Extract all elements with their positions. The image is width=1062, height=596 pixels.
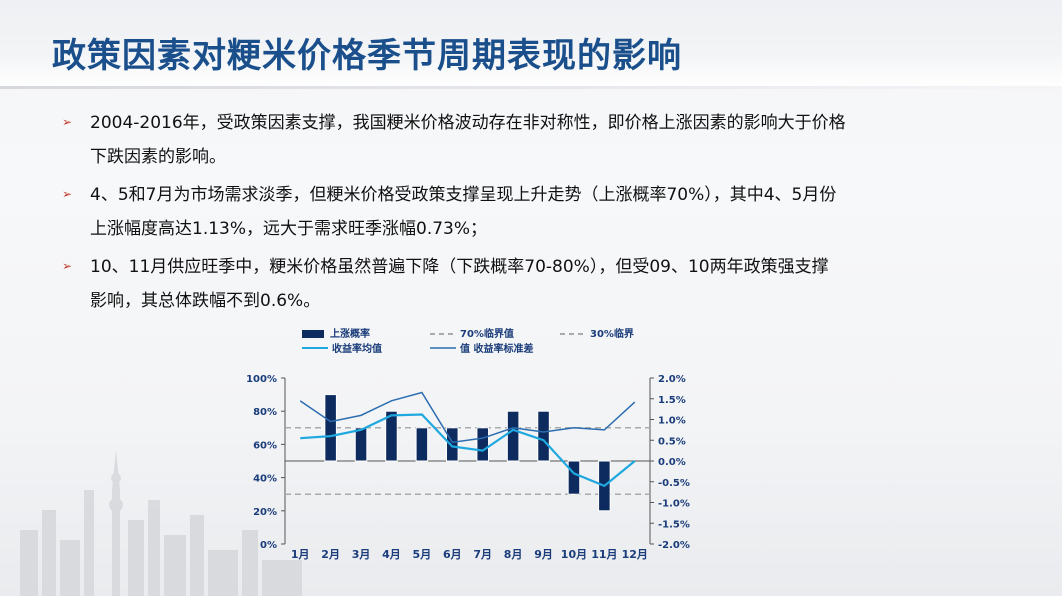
legend-label: 30%临界 (590, 327, 634, 340)
x-axis-tick-label: 3月 (352, 548, 371, 561)
x-axis-tick-label: 5月 (413, 548, 432, 561)
bullet-text: 2004-2016年，受政策因素支撑，我国粳米价格波动存在非对称性，即价格上涨因… (90, 106, 846, 174)
bullet-list: ➢ 2004-2016年，受政策因素支撑，我国粳米价格波动存在非对称性，即价格上… (62, 106, 1022, 322)
bar (415, 427, 429, 462)
x-axis-tick-label: 2月 (321, 548, 340, 561)
bar (354, 427, 368, 462)
bullet-line: 影响，其总体跌幅不到0.6%。 (90, 291, 321, 311)
bullet-arrow-icon: ➢ (62, 115, 73, 129)
right-axis-tick-label: 0.5% (658, 436, 686, 447)
bullet-line: 10、11月供应旺季中，粳米价格虽然普遍下降（下跌概率70-80%），但受09、… (90, 257, 829, 277)
legend-swatch-bar (302, 330, 324, 338)
right-axis-tick-label: 1.5% (658, 395, 686, 406)
bullet-text: 10、11月供应旺季中，粳米价格虽然普遍下降（下跌概率70-80%），但受09、… (90, 250, 829, 318)
legend-label: 收益率均值 (332, 342, 382, 355)
right-axis-tick-label: 1.0% (658, 416, 686, 427)
x-axis-tick-label: 1月 (291, 548, 310, 561)
bullet-line: 2004-2016年，受政策因素支撑，我国粳米价格波动存在非对称性，即价格上涨因… (90, 113, 846, 133)
right-axis-tick-label: -1.5% (658, 519, 690, 530)
bullet-line: 上涨幅度高达1.13%，远大于需求旺季涨幅0.73%； (90, 219, 488, 239)
bullet-line: 下跌因素的影响。 (90, 147, 226, 167)
x-axis-tick-label: 6月 (443, 548, 462, 561)
bar (567, 460, 581, 495)
bullet-item: ➢ 10、11月供应旺季中，粳米价格虽然普遍下降（下跌概率70-80%），但受0… (62, 250, 1022, 318)
series-line-std (299, 391, 636, 444)
series-line-mean (300, 413, 636, 488)
right-axis-tick-label: -2.0% (658, 540, 690, 551)
x-axis-tick-label: 11月 (591, 548, 617, 561)
bullet-item: ➢ 4、5和7月为市场需求淡季，但粳米价格受政策支撑呈现上升走势（上涨概率70%… (62, 178, 1022, 246)
bullet-arrow-icon: ➢ (62, 187, 73, 201)
bar (506, 410, 520, 462)
x-axis-tick-label: 4月 (382, 548, 401, 561)
bar (324, 394, 337, 462)
bullet-line: 4、5和7月为市场需求淡季，但粳米价格受政策支撑呈现上升走势（上涨概率70%），… (90, 185, 837, 205)
title-divider (0, 86, 1062, 89)
x-axis-tick-label: 12月 (622, 548, 648, 561)
right-axis-tick-label: 2.0% (658, 374, 686, 385)
left-axis-tick-label: 40% (253, 474, 277, 485)
right-axis-tick-label: -1.0% (658, 499, 690, 510)
x-axis-tick-label: 10月 (561, 548, 587, 561)
bar (385, 410, 398, 462)
legend-label: 上涨概率 (330, 327, 370, 340)
city-skyline-decoration (20, 450, 302, 596)
slide-title: 政策因素对粳米价格季节周期表现的影响 (52, 36, 682, 76)
bar (446, 427, 459, 462)
x-axis-tick-label: 7月 (473, 548, 492, 561)
bar (476, 427, 489, 462)
title-band (0, 0, 1062, 88)
bar (537, 410, 550, 462)
left-axis-tick-label: 0% (260, 540, 277, 551)
right-axis-tick-label: 0.0% (658, 457, 686, 468)
left-axis-tick-label: 60% (253, 440, 277, 451)
legend-label: 值 收益率标准差 (460, 342, 533, 355)
bullet-arrow-icon: ➢ (62, 259, 73, 273)
bullet-text: 4、5和7月为市场需求淡季，但粳米价格受政策支撑呈现上升走势（上涨概率70%），… (90, 178, 836, 246)
x-axis-tick-label: 9月 (534, 548, 553, 561)
left-axis-tick-label: 20% (253, 507, 277, 518)
left-axis-tick-label: 80% (253, 407, 277, 418)
legend-label: 70%临界值 (460, 327, 514, 340)
x-axis-tick-label: 8月 (504, 548, 523, 561)
bullet-item: ➢ 2004-2016年，受政策因素支撑，我国粳米价格波动存在非对称性，即价格上… (62, 106, 1022, 174)
right-axis-tick-label: -0.5% (658, 478, 690, 489)
left-axis-tick-label: 100% (246, 374, 277, 385)
